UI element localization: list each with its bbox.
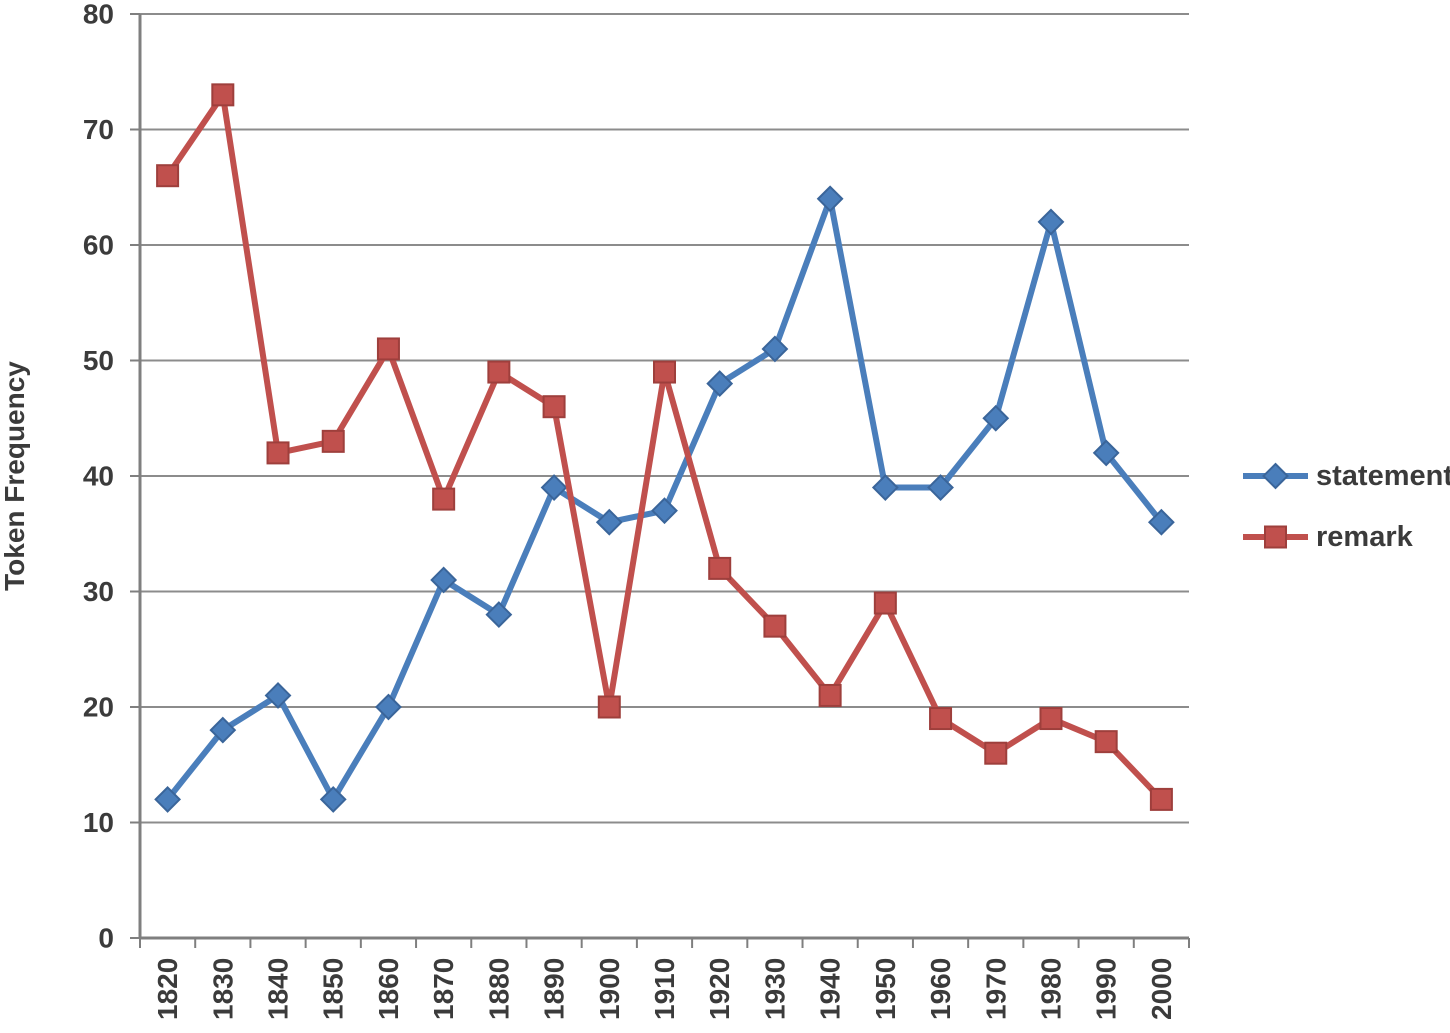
x-tick-label-1950: 1950 bbox=[870, 958, 901, 1020]
data-point-remark-2000 bbox=[1149, 787, 1173, 811]
y-tick-label-0: 0 bbox=[98, 923, 114, 954]
data-point-statement-1930 bbox=[761, 335, 789, 363]
series-remark bbox=[156, 83, 1173, 811]
data-point-statement-1970 bbox=[982, 404, 1010, 432]
x-tick-label-1880: 1880 bbox=[483, 958, 514, 1020]
x-tick-label-1830: 1830 bbox=[207, 958, 238, 1020]
x-tick-label-1900: 1900 bbox=[594, 958, 625, 1020]
data-point-statement-1840 bbox=[264, 682, 292, 709]
x-tick-label-1990: 1990 bbox=[1091, 958, 1122, 1020]
data-point-remark-1980 bbox=[1039, 707, 1063, 731]
y-tick-label-80: 80 bbox=[83, 0, 114, 30]
data-point-remark-1890 bbox=[542, 395, 566, 419]
data-point-remark-1840 bbox=[266, 441, 290, 465]
y-tick-label-50: 50 bbox=[83, 345, 114, 376]
data-point-remark-1830 bbox=[211, 83, 235, 107]
data-point-statement-1900 bbox=[595, 508, 623, 536]
legend-label-remark: remark bbox=[1316, 521, 1414, 553]
x-tick-label-1980: 1980 bbox=[1035, 958, 1066, 1020]
data-point-remark-1960 bbox=[929, 707, 953, 731]
x-tick-label-1930: 1930 bbox=[759, 958, 790, 1020]
legend-glyphs bbox=[1243, 462, 1308, 549]
x-tick-label-1910: 1910 bbox=[649, 958, 680, 1020]
data-point-remark-1950 bbox=[873, 591, 897, 615]
data-point-statement-1940 bbox=[816, 185, 844, 213]
y-tick-label-20: 20 bbox=[83, 692, 114, 723]
legend: statement remark bbox=[1243, 460, 1450, 553]
x-tick-label-2000: 2000 bbox=[1146, 958, 1177, 1020]
y-axis-title: Token Frequency bbox=[0, 361, 30, 591]
data-point-remark-1870 bbox=[432, 487, 456, 511]
series-statement bbox=[154, 185, 1175, 813]
x-tick-label-1870: 1870 bbox=[428, 958, 459, 1020]
x-tick-label-1970: 1970 bbox=[980, 958, 1011, 1020]
data-point-statement-1830 bbox=[209, 716, 237, 744]
data-point-remark-1940 bbox=[818, 683, 842, 707]
data-point-statement-1980 bbox=[1037, 208, 1065, 236]
data-point-statement-1990 bbox=[1092, 439, 1120, 467]
data-point-statement-2000 bbox=[1147, 508, 1175, 536]
data-point-statement-1960 bbox=[927, 474, 954, 501]
y-tick-label-10: 10 bbox=[83, 807, 114, 838]
series-line-remark bbox=[164, 91, 1165, 803]
data-point-statement-1860 bbox=[375, 693, 402, 721]
data-point-statement-1890 bbox=[540, 474, 568, 501]
data-point-statement-1920 bbox=[706, 370, 734, 398]
data-point-remark-1930 bbox=[763, 614, 787, 638]
x-tick-label-1820: 1820 bbox=[152, 958, 183, 1020]
y-tick-label-30: 30 bbox=[83, 576, 114, 607]
data-point-remark-1820 bbox=[156, 164, 180, 188]
data-point-statement-1820 bbox=[154, 785, 182, 813]
x-tick-label-1850: 1850 bbox=[318, 958, 349, 1020]
data-point-statement-1950 bbox=[871, 474, 899, 501]
legend-marker-statement bbox=[1262, 462, 1289, 490]
data-point-statement-1880 bbox=[485, 601, 513, 629]
data-point-remark-1910 bbox=[653, 360, 676, 384]
x-tick-label-1890: 1890 bbox=[539, 958, 570, 1020]
plot-area: 0 10 20 30 40 50 60 70 80 1820 1830 1840 1850 1860 187… bbox=[83, 0, 1190, 1020]
data-point-remark-1970 bbox=[984, 741, 1008, 765]
data-point-remark-1860 bbox=[376, 337, 400, 361]
data-point-remark-1920 bbox=[708, 556, 732, 580]
data-point-remark-1990 bbox=[1094, 730, 1118, 754]
x-tick-label-1940: 1940 bbox=[815, 958, 846, 1020]
x-tick-label-1840: 1840 bbox=[263, 958, 294, 1020]
data-point-remark-1880 bbox=[487, 360, 511, 384]
data-point-statement-1870 bbox=[430, 566, 458, 594]
legend-label-statement: statement bbox=[1316, 460, 1450, 492]
y-tick-label-60: 60 bbox=[83, 230, 114, 261]
x-tick-label-1960: 1960 bbox=[925, 958, 956, 1020]
data-point-statement-1910 bbox=[651, 497, 678, 525]
y-tick-label-40: 40 bbox=[83, 461, 114, 492]
x-tick-label-1860: 1860 bbox=[373, 958, 404, 1020]
y-tick-label-70: 70 bbox=[83, 114, 114, 145]
data-point-remark-1850 bbox=[321, 429, 345, 453]
data-point-remark-1900 bbox=[597, 695, 621, 719]
data-point-statement-1850 bbox=[319, 785, 347, 813]
x-tick-label-1920: 1920 bbox=[704, 958, 735, 1020]
legend-marker-remark bbox=[1264, 525, 1287, 549]
